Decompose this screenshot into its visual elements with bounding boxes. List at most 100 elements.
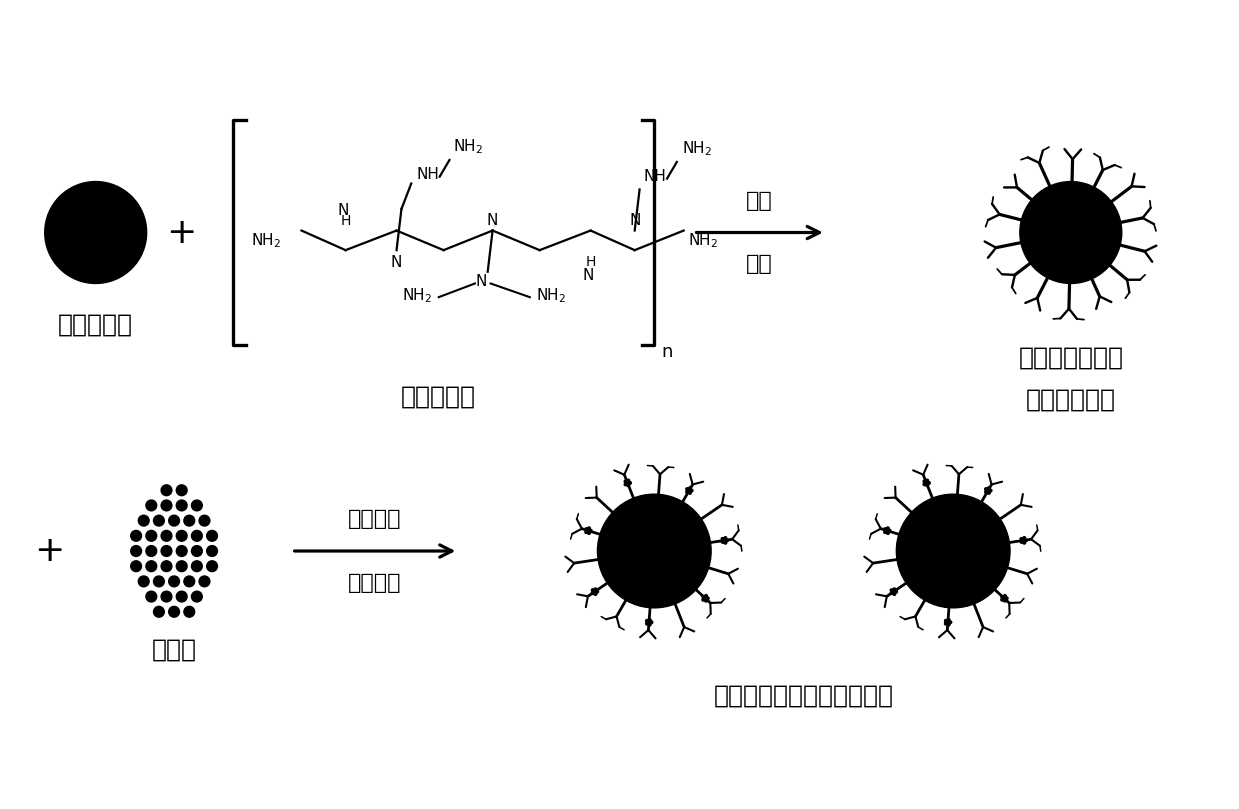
Circle shape [624, 481, 631, 485]
Text: NH$_2$: NH$_2$ [535, 286, 566, 304]
Circle shape [891, 592, 893, 595]
Circle shape [176, 500, 187, 510]
Text: 谷胱甘肽: 谷胱甘肽 [348, 573, 401, 592]
Circle shape [703, 595, 707, 601]
Circle shape [154, 607, 165, 617]
Circle shape [627, 479, 629, 481]
Circle shape [192, 545, 202, 557]
Circle shape [146, 561, 156, 572]
Circle shape [585, 531, 587, 533]
Circle shape [1023, 541, 1026, 544]
Circle shape [1001, 599, 1004, 601]
Circle shape [624, 483, 627, 485]
Circle shape [146, 500, 156, 510]
Circle shape [592, 589, 597, 595]
Circle shape [883, 531, 886, 533]
Circle shape [1004, 599, 1006, 602]
Circle shape [169, 576, 180, 587]
Text: +: + [35, 534, 64, 568]
Circle shape [176, 485, 187, 496]
Text: 抗坏血酸: 抗坏血酸 [348, 510, 401, 529]
Circle shape [705, 599, 707, 602]
Circle shape [690, 489, 693, 492]
Circle shape [987, 487, 990, 489]
Circle shape [948, 619, 950, 621]
Circle shape [689, 492, 691, 494]
Circle shape [199, 515, 209, 526]
Circle shape [647, 620, 652, 625]
Circle shape [591, 592, 593, 595]
Text: NH$_2$: NH$_2$ [250, 231, 281, 250]
Circle shape [146, 591, 156, 602]
Text: 加热: 加热 [746, 254, 773, 274]
Circle shape [192, 500, 202, 510]
Text: 聚乙烯亚胺修饰: 聚乙烯亚胺修饰 [1018, 345, 1124, 369]
Circle shape [176, 531, 187, 541]
Circle shape [154, 515, 165, 526]
Circle shape [985, 488, 987, 490]
Circle shape [139, 576, 149, 587]
Circle shape [161, 485, 172, 496]
Circle shape [924, 481, 929, 485]
Circle shape [586, 528, 591, 533]
Circle shape [703, 595, 705, 598]
Circle shape [949, 621, 952, 624]
Text: H: H [585, 255, 596, 269]
Circle shape [1023, 536, 1026, 540]
Circle shape [131, 561, 141, 572]
Circle shape [706, 597, 709, 599]
Circle shape [724, 536, 726, 540]
Circle shape [146, 545, 156, 557]
Circle shape [944, 620, 947, 622]
Circle shape [722, 538, 727, 543]
Circle shape [883, 528, 886, 531]
Circle shape [176, 545, 187, 557]
Circle shape [627, 484, 629, 486]
Circle shape [192, 561, 202, 572]
Circle shape [207, 545, 218, 557]
Circle shape [703, 599, 705, 601]
Circle shape [585, 528, 587, 531]
Circle shape [885, 528, 890, 533]
Text: NH: NH [643, 168, 667, 184]
Circle shape [207, 531, 218, 541]
Circle shape [146, 531, 156, 541]
Circle shape [944, 622, 947, 625]
Circle shape [199, 576, 209, 587]
Circle shape [926, 484, 928, 486]
Circle shape [926, 479, 928, 481]
Circle shape [1001, 595, 1007, 601]
Circle shape [1020, 181, 1121, 283]
Circle shape [595, 593, 597, 595]
Text: n: n [662, 343, 673, 362]
Circle shape [131, 545, 141, 557]
Circle shape [1004, 595, 1006, 597]
Circle shape [624, 480, 627, 483]
Circle shape [1001, 595, 1004, 598]
Circle shape [176, 561, 187, 572]
Circle shape [948, 624, 950, 626]
Circle shape [726, 539, 729, 542]
Circle shape [891, 589, 896, 595]
Circle shape [1025, 539, 1027, 542]
Circle shape [990, 489, 992, 492]
Circle shape [587, 532, 590, 535]
Text: N: N [629, 213, 641, 227]
Text: N: N [338, 203, 349, 218]
Circle shape [893, 593, 896, 595]
Circle shape [646, 620, 648, 622]
Text: 的四氧化三铁: 的四氧化三铁 [1026, 388, 1116, 411]
Circle shape [629, 481, 632, 484]
Text: N: N [582, 268, 595, 283]
Text: N: N [390, 255, 403, 270]
Circle shape [686, 488, 689, 490]
Circle shape [923, 480, 926, 483]
Text: +: + [166, 215, 196, 249]
Circle shape [161, 561, 172, 572]
Circle shape [1021, 538, 1026, 543]
Circle shape [888, 529, 891, 532]
Circle shape [646, 622, 648, 625]
Circle shape [169, 515, 180, 526]
Circle shape [595, 588, 597, 591]
Text: 氯铂酸: 氯铂酸 [151, 637, 197, 661]
